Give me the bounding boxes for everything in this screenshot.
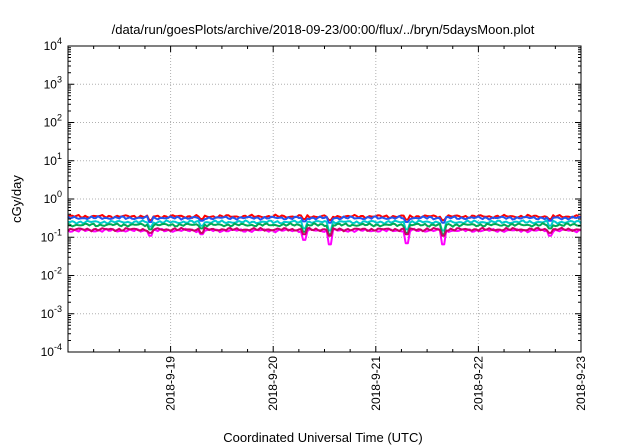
y-tick-base: 10 <box>41 345 55 359</box>
chart-title: /data/run/goesPlots/archive/2018-09-23/0… <box>112 22 535 37</box>
y-tick-label: 10-3 <box>41 304 62 321</box>
y-tick-label: 10-4 <box>41 342 62 359</box>
y-tick-base: 10 <box>41 269 55 283</box>
y-tick-exponent: 0 <box>57 189 62 199</box>
y-tick-exponent: -4 <box>54 342 62 352</box>
y-tick-exponent: 3 <box>57 74 62 84</box>
series-line <box>67 226 582 237</box>
y-tick-exponent: -2 <box>54 266 62 276</box>
x-axis-title: Coordinated Universal Time (UTC) <box>223 430 422 445</box>
y-tick-base: 10 <box>41 230 55 244</box>
x-tick-label: 2018-9-19 <box>164 356 178 411</box>
x-tick-label: 2018-9-20 <box>266 356 280 411</box>
y-tick-base: 10 <box>44 77 58 91</box>
x-tick-label: 2018-9-21 <box>369 356 383 411</box>
y-tick-base: 10 <box>44 192 58 206</box>
x-tick-label: 2018-9-22 <box>471 356 485 411</box>
y-tick-label: 102 <box>44 113 62 130</box>
y-tick-base: 10 <box>44 116 58 130</box>
y-tick-label: 101 <box>44 151 62 168</box>
y-tick-label: 100 <box>44 189 62 206</box>
x-tick-label: 2018-9-23 <box>574 356 588 411</box>
grid <box>68 46 581 352</box>
y-tick-exponent: -1 <box>54 227 62 237</box>
y-tick-label: 104 <box>44 36 62 53</box>
series-line <box>67 215 582 224</box>
y-tick-exponent: -3 <box>54 304 62 314</box>
y-tick-base: 10 <box>44 39 58 53</box>
series-line <box>67 219 582 232</box>
y-tick-label: 10-1 <box>41 227 62 244</box>
series-layer <box>67 213 582 246</box>
x-tick-labels: 2018-9-19 2018-9-20 2018-9-21 2018-9-22 2018… <box>164 356 588 411</box>
y-axis-title: cGy/day <box>9 175 24 223</box>
y-tick-label: 103 <box>44 74 62 91</box>
y-tick-exponent: 2 <box>57 113 62 123</box>
y-tick-exponent: 1 <box>57 151 62 161</box>
y-tick-base: 10 <box>41 307 55 321</box>
series-line <box>67 222 582 236</box>
y-tick-exponent: 4 <box>57 36 62 46</box>
y-tick-label: 10-2 <box>41 266 62 283</box>
ticks <box>68 45 582 353</box>
y-tick-base: 10 <box>44 154 58 168</box>
